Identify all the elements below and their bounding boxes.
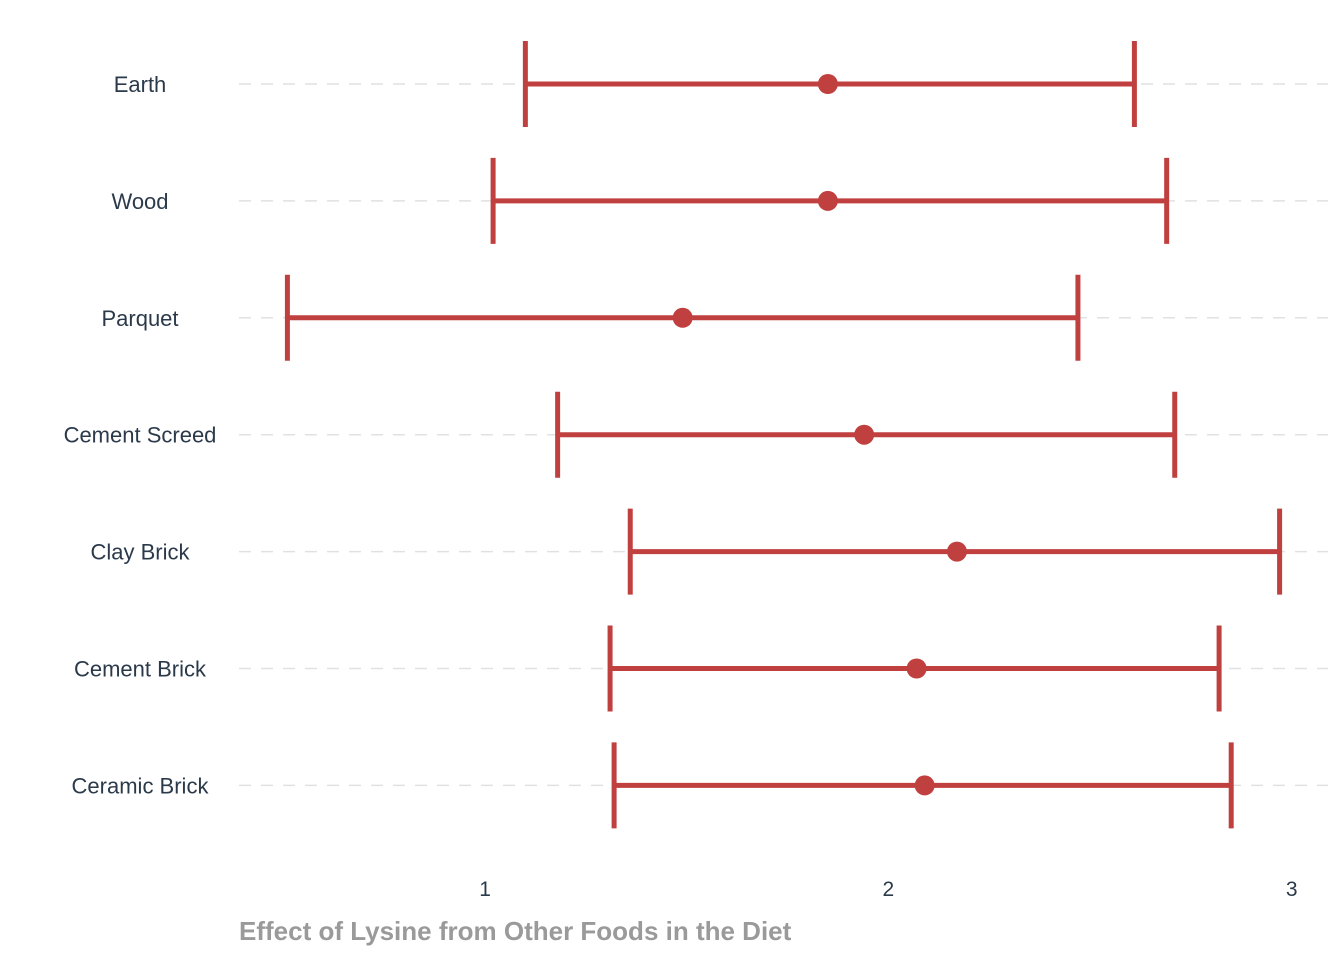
estimate-series [284, 41, 1283, 829]
category-label: Cement Screed [64, 423, 217, 448]
category-label: Ceramic Brick [72, 773, 210, 798]
estimate-point [817, 190, 838, 211]
category-label: Cement Brick [74, 657, 207, 682]
estimate-point [914, 775, 935, 796]
estimate-point [946, 541, 967, 562]
estimate-point [672, 307, 693, 328]
category-label: Parquet [101, 306, 178, 331]
category-label: Wood [111, 189, 168, 214]
estimate-point [906, 658, 927, 679]
x-axis-title: Effect of Lysine from Other Foods in the… [239, 916, 792, 946]
category-labels: Earth Wood Parquet Cement Screed Clay Brick C… [64, 72, 217, 798]
category-label: Earth [114, 72, 167, 97]
x-tick-label: 3 [1286, 878, 1298, 901]
estimate-point [817, 74, 838, 94]
x-axis-ticks: 1 2 3 [479, 878, 1297, 901]
category-label: Clay Brick [90, 540, 190, 565]
x-tick-label: 1 [479, 878, 491, 901]
estimate-point [854, 424, 875, 445]
x-tick-label: 2 [883, 878, 895, 901]
